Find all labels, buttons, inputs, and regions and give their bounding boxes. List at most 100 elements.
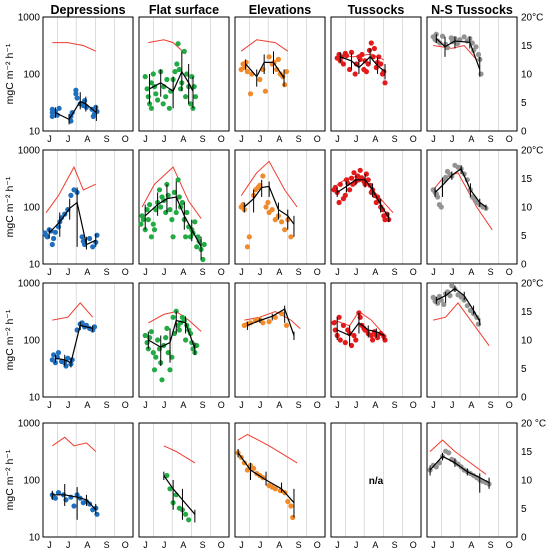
temperature-line: [433, 302, 490, 346]
month-label: O: [314, 134, 321, 144]
data-point: [170, 314, 176, 320]
data-point: [164, 181, 170, 187]
panel-frame: [42, 16, 134, 132]
month-label: J: [450, 134, 455, 144]
month-label: J: [431, 400, 436, 410]
month-label: A: [468, 267, 474, 277]
data-point: [446, 450, 452, 456]
data-point: [332, 327, 338, 333]
data-point: [288, 234, 294, 240]
month-label: O: [218, 540, 225, 550]
month-label: S: [488, 400, 494, 410]
right-tick-label: 10: [521, 203, 533, 214]
data-point: [347, 187, 353, 193]
data-point: [155, 337, 161, 343]
panel-frame: [234, 282, 326, 398]
data-point: [79, 234, 85, 240]
data-point: [186, 517, 192, 523]
month-label: O: [122, 540, 129, 550]
month-label: J: [66, 540, 71, 550]
month-label: J: [431, 134, 436, 144]
data-point: [171, 189, 177, 195]
data-point: [49, 241, 55, 248]
data-point: [87, 235, 93, 242]
month-label: J: [47, 540, 52, 550]
mean-line: [435, 38, 481, 70]
left-tick-label: 10: [29, 393, 41, 404]
month-label: J: [335, 540, 340, 550]
data-point: [178, 86, 184, 92]
month-label: S: [200, 400, 206, 410]
data-point: [175, 41, 181, 47]
data-point: [192, 94, 199, 100]
right-tick-label: 20 °C: [521, 419, 546, 430]
data-point: [192, 219, 198, 225]
temperature-line: [433, 44, 478, 61]
data-point: [438, 204, 444, 210]
data-point: [153, 354, 159, 360]
right-tick-label: 10: [521, 336, 533, 347]
mean-line: [243, 185, 295, 225]
data-point: [283, 69, 290, 75]
data-point: [365, 177, 371, 183]
data-point: [244, 467, 250, 473]
data-point: [169, 217, 175, 223]
month-label: J: [239, 540, 244, 550]
panel-frame: [330, 149, 422, 265]
data-point: [260, 320, 266, 326]
left-tick-label: 100: [23, 203, 40, 214]
data-point: [353, 337, 359, 343]
month-label: A: [276, 267, 282, 277]
month-label: O: [218, 267, 225, 277]
data-point: [183, 234, 189, 240]
data-point: [170, 234, 176, 240]
data-point: [262, 88, 268, 94]
month-label: J: [162, 134, 167, 144]
mean-line: [149, 70, 194, 93]
data-point: [93, 104, 99, 110]
data-point: [184, 209, 190, 216]
left-axis-label: mgC m⁻² h⁻¹: [4, 449, 16, 510]
data-point: [56, 105, 62, 111]
data-point: [153, 91, 159, 97]
na-label: n/a: [369, 476, 384, 487]
data-point: [244, 244, 250, 250]
data-point: [435, 194, 441, 200]
data-point: [159, 377, 165, 383]
data-point: [458, 294, 464, 300]
month-label: J: [143, 400, 148, 410]
data-point: [375, 335, 381, 341]
data-point: [163, 335, 169, 341]
left-axis-label: mgC m⁻² h⁻¹: [4, 176, 16, 237]
left-axis-label: mgC m⁻² h⁻¹: [4, 43, 16, 104]
month-label: A: [180, 267, 186, 277]
left-tick-label: 100: [23, 476, 40, 487]
month-label: O: [410, 400, 417, 410]
column-title: Elevations: [249, 3, 312, 17]
data-point: [348, 49, 355, 55]
data-point: [173, 308, 179, 314]
month-label: A: [84, 540, 90, 550]
data-point: [148, 105, 154, 111]
data-point: [342, 192, 348, 198]
panel-frame: [234, 16, 326, 132]
data-point: [63, 363, 69, 369]
panel-frame: [138, 149, 230, 265]
column-titles: Depressions Flat surface Elevations Tussock…: [50, 3, 512, 17]
right-tick-label: 10: [521, 70, 533, 81]
data-point: [332, 184, 338, 191]
month-label: J: [354, 400, 359, 410]
panel: J J A S On/a: [330, 422, 422, 550]
month-label: O: [410, 134, 417, 144]
data-point: [167, 486, 173, 492]
month-label: O: [506, 400, 513, 410]
month-label: S: [104, 540, 110, 550]
data-point: [55, 490, 62, 496]
temperature-line: [52, 302, 94, 321]
month-label: S: [392, 267, 398, 277]
temperature-line: [432, 172, 493, 231]
data-point: [353, 61, 359, 67]
data-point: [150, 221, 156, 227]
data-point: [366, 47, 373, 53]
